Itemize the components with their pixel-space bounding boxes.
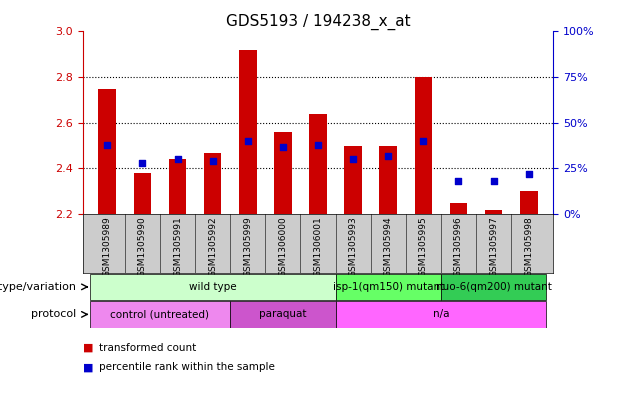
- Bar: [169, 160, 186, 214]
- Text: GSM1306000: GSM1306000: [279, 217, 287, 277]
- Text: GSM1305998: GSM1305998: [524, 217, 533, 277]
- Bar: [336, 301, 546, 328]
- Text: GSM1305991: GSM1305991: [173, 217, 182, 277]
- Bar: [344, 146, 362, 214]
- Text: GSM1305993: GSM1305993: [349, 217, 357, 277]
- Text: GSM1306001: GSM1306001: [314, 217, 322, 277]
- Text: GSM1305990: GSM1305990: [138, 217, 147, 277]
- Text: n/a: n/a: [432, 309, 449, 320]
- Bar: [309, 114, 327, 214]
- Bar: [450, 203, 467, 214]
- Bar: [520, 191, 537, 214]
- Text: GSM1305994: GSM1305994: [384, 217, 393, 277]
- Bar: [336, 274, 441, 300]
- Bar: [380, 146, 397, 214]
- Bar: [230, 301, 336, 328]
- Text: GSM1305992: GSM1305992: [208, 217, 217, 277]
- Bar: [134, 173, 151, 214]
- Text: ■: ■: [83, 343, 93, 353]
- Text: GSM1305999: GSM1305999: [243, 217, 252, 277]
- Point: [418, 138, 429, 144]
- Point: [278, 143, 288, 150]
- Text: paraquat: paraquat: [259, 309, 307, 320]
- Bar: [239, 50, 256, 214]
- Point: [102, 141, 113, 148]
- Point: [453, 178, 464, 184]
- Text: GSM1305989: GSM1305989: [103, 217, 112, 277]
- Point: [348, 156, 358, 163]
- Text: wild type: wild type: [189, 282, 237, 292]
- Text: percentile rank within the sample: percentile rank within the sample: [99, 362, 275, 373]
- Point: [207, 158, 218, 164]
- Point: [488, 178, 499, 184]
- Text: isp-1(qm150) mutant: isp-1(qm150) mutant: [333, 282, 444, 292]
- Point: [137, 160, 148, 166]
- Bar: [99, 88, 116, 214]
- Point: [383, 152, 393, 159]
- Text: GSM1305997: GSM1305997: [489, 217, 498, 277]
- Text: GSM1305996: GSM1305996: [454, 217, 463, 277]
- Text: GSM1305995: GSM1305995: [419, 217, 428, 277]
- Bar: [274, 132, 292, 214]
- Title: GDS5193 / 194238_x_at: GDS5193 / 194238_x_at: [226, 14, 410, 30]
- Text: nuo-6(qm200) mutant: nuo-6(qm200) mutant: [436, 282, 551, 292]
- Bar: [90, 274, 336, 300]
- Text: genotype/variation: genotype/variation: [0, 282, 76, 292]
- Point: [313, 141, 323, 148]
- Text: control (untreated): control (untreated): [111, 309, 209, 320]
- Bar: [415, 77, 432, 214]
- Text: transformed count: transformed count: [99, 343, 196, 353]
- Point: [523, 171, 534, 177]
- Point: [172, 156, 183, 163]
- Text: ■: ■: [83, 362, 93, 373]
- Bar: [90, 301, 230, 328]
- Point: [243, 138, 253, 144]
- Bar: [204, 152, 221, 214]
- Bar: [441, 274, 546, 300]
- Text: protocol: protocol: [31, 309, 76, 320]
- Bar: [485, 209, 502, 214]
